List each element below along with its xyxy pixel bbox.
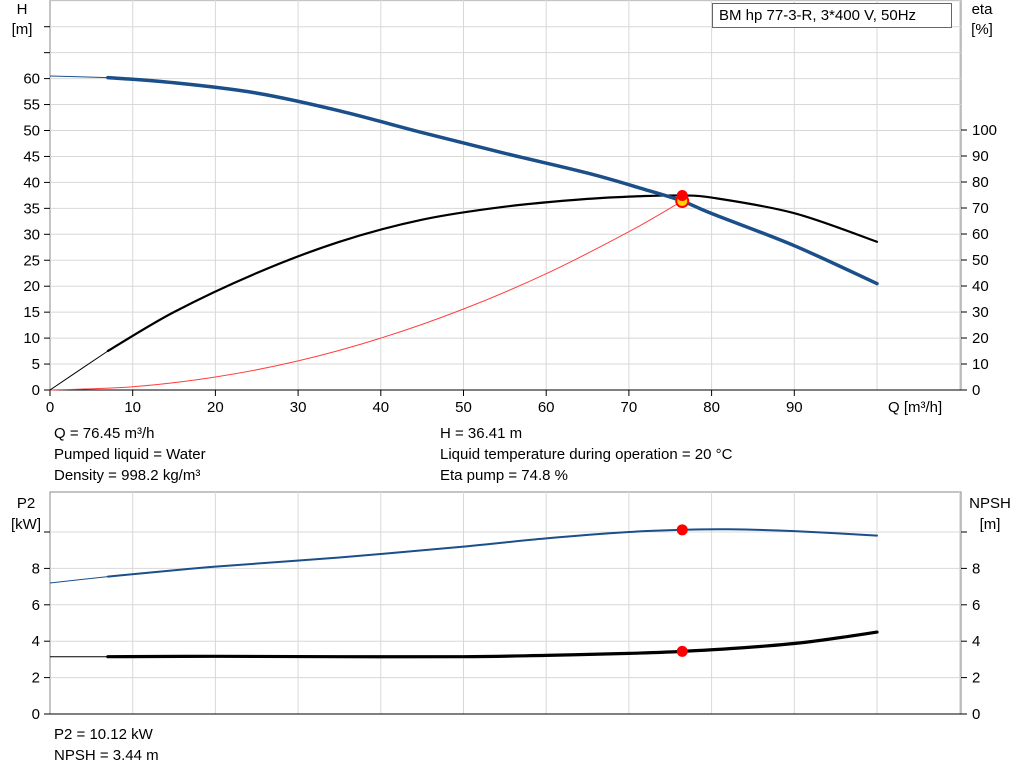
npsh-axis-title: NPSH	[969, 495, 1011, 512]
eta-tick-label: 80	[972, 174, 989, 191]
h-tick-label: 0	[32, 382, 40, 399]
p2-tick-label: 0	[32, 706, 40, 723]
q-tick-label: 90	[786, 399, 803, 416]
h-tick-label: 25	[23, 252, 40, 269]
eta-tick-label: 50	[972, 252, 989, 269]
head-readout: H = 36.41 m	[440, 425, 523, 442]
h-tick-label: 20	[23, 278, 40, 295]
h-tick-label: 10	[23, 330, 40, 347]
power-points	[676, 524, 688, 657]
p2-axis-title: P2	[17, 495, 35, 512]
q-tick-label: 60	[538, 399, 555, 416]
head-curve	[106, 75, 879, 286]
p2-curve	[106, 528, 878, 578]
performance-points	[675, 190, 690, 209]
h-tick-label: 15	[23, 304, 40, 321]
eta-tick-label: 90	[972, 148, 989, 165]
duty-point-eta	[676, 190, 688, 202]
performance-grid	[50, 0, 961, 390]
npsh-tick-label: 0	[972, 706, 980, 723]
duty-point-p2	[676, 524, 688, 536]
chart-legend: BM hp 77-3-R, 3*400 V, 50Hz	[712, 3, 952, 28]
eta-tick-label: 40	[972, 278, 989, 295]
eta-tick-label: 70	[972, 200, 989, 217]
npsh-readout: NPSH = 3.44 m	[54, 747, 159, 764]
h-tick-label: 45	[23, 148, 40, 165]
eta-tick-label: 100	[972, 122, 997, 139]
eta-tick-label: 20	[972, 330, 989, 347]
liquid-temperature-readout: Liquid temperature during operation = 20…	[440, 446, 733, 463]
npsh-tick-label: 6	[972, 597, 980, 614]
h-tick-label: 60	[23, 71, 40, 88]
h-tick-label: 30	[23, 226, 40, 243]
q-tick-label: 20	[207, 399, 224, 416]
performance-axes: 0 5 10 15 20 25 30 35 40 45 50 55 60 0 10 20 30 40 50 60 70 8…	[23, 26, 997, 416]
eta-tick-label: 10	[972, 356, 989, 373]
q-tick-label: 70	[621, 399, 638, 416]
h-tick-label: 50	[23, 123, 40, 140]
eta-tick-label: 30	[972, 304, 989, 321]
eta-curve	[106, 194, 879, 353]
p2-tick-label: 6	[32, 597, 40, 614]
eta-axis-title: eta	[972, 1, 994, 18]
power-axes: 0 2 4 6 8 0 2 4 6 8	[32, 531, 980, 723]
performance-curves	[49, 75, 879, 391]
npsh-curve	[106, 630, 879, 659]
h-axis-unit: [m]	[12, 21, 33, 38]
npsh-tick-label: 4	[972, 633, 980, 650]
head-curve-extension	[49, 75, 108, 79]
p2-axis-unit: [kW]	[11, 516, 41, 533]
eta-pump-readout: Eta pump = 74.8 %	[440, 467, 568, 484]
q-tick-label: 0	[46, 399, 54, 416]
npsh-axis-unit: [m]	[980, 516, 1001, 533]
q-tick-label: 40	[372, 399, 389, 416]
eta-tick-label: 0	[972, 382, 980, 399]
npsh-tick-label: 2	[972, 670, 980, 687]
p2-readout: P2 = 10.12 kW	[54, 726, 153, 743]
h-tick-label: 35	[23, 200, 40, 217]
p2-tick-label: 8	[32, 560, 40, 577]
eta-tick-label: 60	[972, 226, 989, 243]
q-tick-label: 80	[703, 399, 720, 416]
eta-axis-unit: [%]	[971, 21, 993, 38]
q-tick-label: 30	[290, 399, 307, 416]
density-readout: Density = 998.2 kg/m³	[54, 467, 201, 484]
p2-tick-label: 2	[32, 670, 40, 687]
pumped-liquid-readout: Pumped liquid = Water	[54, 446, 206, 463]
duty-point-npsh	[676, 645, 688, 657]
h-tick-label: 40	[23, 174, 40, 191]
flow-readout: Q = 76.45 m³/h	[54, 425, 155, 442]
power-plot-area	[49, 491, 962, 715]
q-axis-title: Q [m³/h]	[888, 399, 942, 416]
npsh-tick-label: 8	[972, 560, 980, 577]
h-axis-title: H	[17, 1, 28, 18]
q-tick-label: 50	[455, 399, 472, 416]
h-tick-label: 55	[23, 97, 40, 114]
eta-curve-extension	[49, 350, 109, 391]
p2-curve-extension	[49, 576, 108, 584]
p2-tick-label: 4	[32, 633, 40, 650]
power-curves	[49, 528, 879, 659]
q-tick-label: 10	[124, 399, 141, 416]
system-curve	[49, 200, 683, 391]
performance-plot-area	[49, 0, 962, 391]
h-tick-label: 5	[32, 356, 40, 373]
